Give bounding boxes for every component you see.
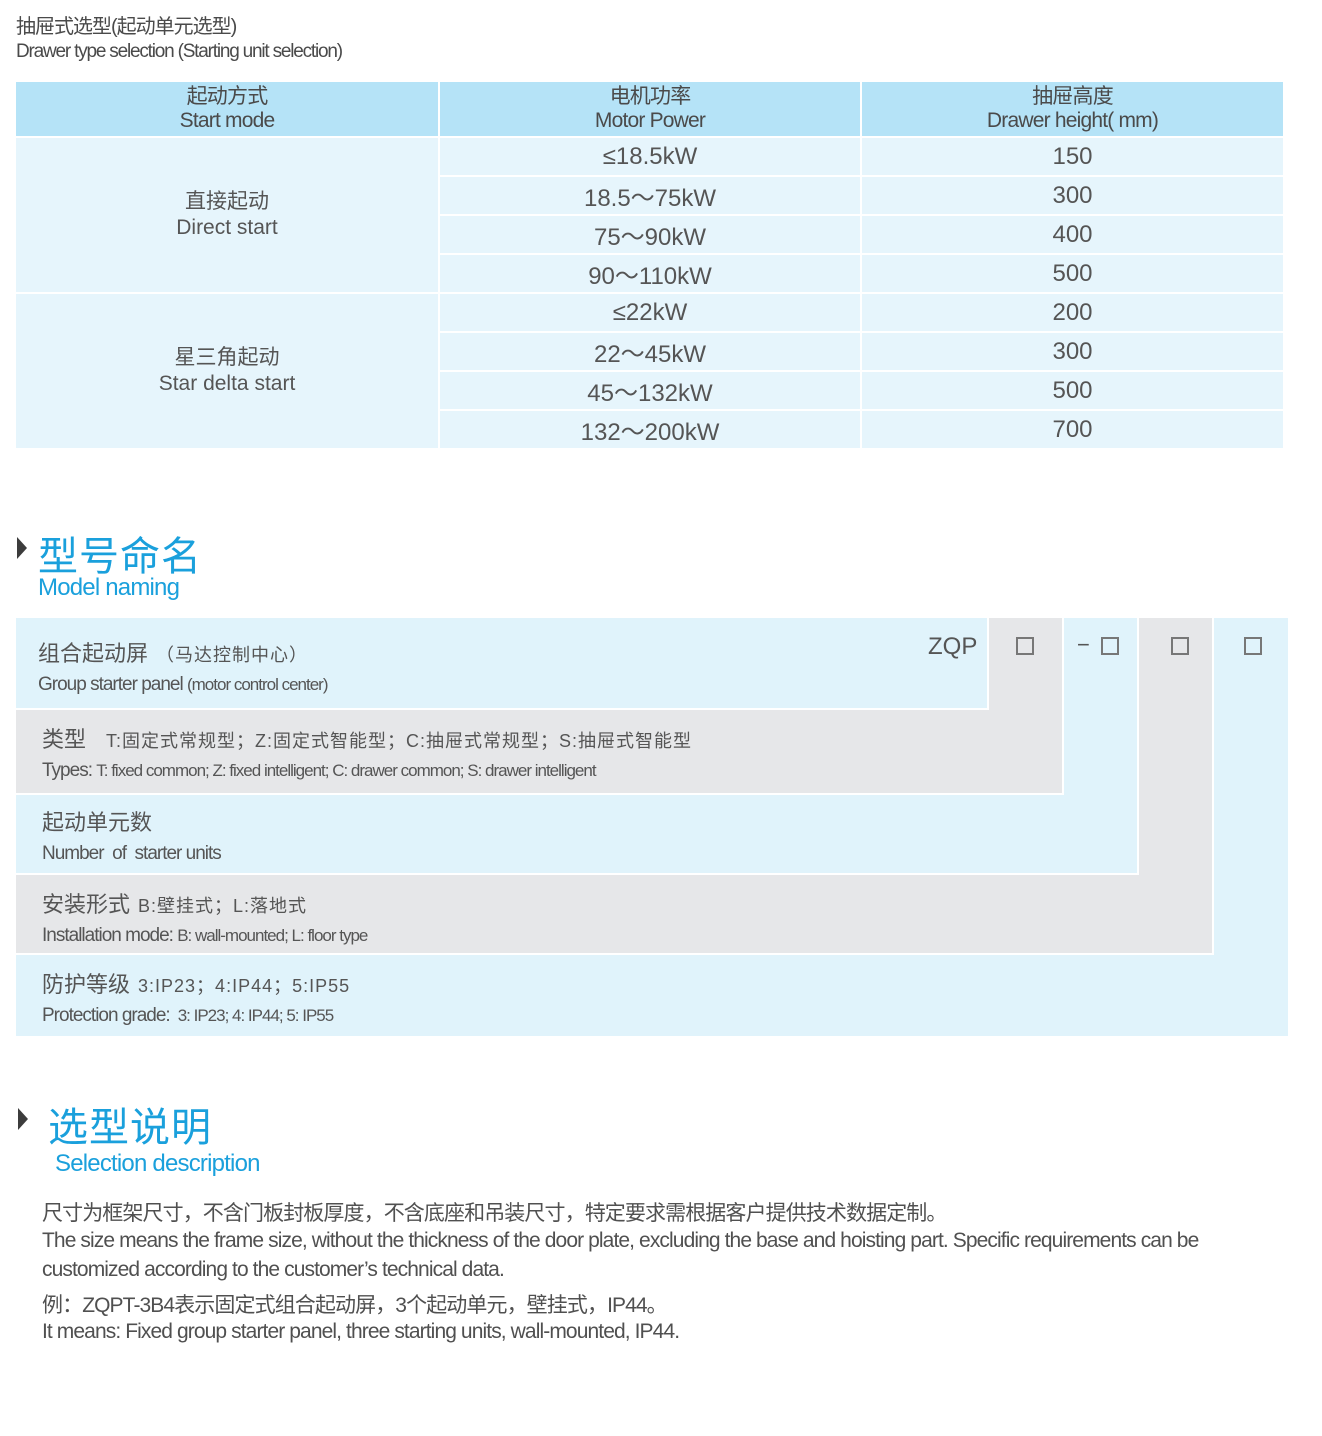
section-title-cn: 抽屉式选型(起动单元选型) [16, 16, 237, 38]
power-cell: 132～200kW [438, 409, 862, 450]
table-header: 起动方式 Start mode 电机功率 Motor Power 抽屉高度 Drawe… [16, 80, 1285, 138]
power-cell: 75～90kW [438, 214, 862, 255]
model-prefix: ZQP [928, 633, 978, 660]
height-cell: 400 [860, 214, 1285, 255]
protection-placeholder-box-icon [1244, 637, 1262, 655]
model-title-en: Model naming [38, 574, 180, 601]
height-cell: 300 [860, 175, 1285, 216]
height-cell: 700 [860, 409, 1285, 450]
table-row: 直接起动 Direct start ≤18.5kW 150 [16, 136, 1285, 294]
desc-line: The size means the frame size, without t… [42, 1229, 1199, 1252]
col-drawer-height: 抽屉高度 Drawer height( mm) [860, 80, 1285, 138]
selection-title-en: Selection description [55, 1150, 260, 1177]
height-cell: 500 [860, 253, 1285, 294]
section-arrow-icon [17, 537, 27, 559]
table-row: 22～45kW 300 [16, 331, 1285, 372]
drawer-selection-table: 起动方式 Start mode 电机功率 Motor Power 抽屉高度 Drawe… [16, 80, 1285, 450]
power-cell: ≤22kW [438, 292, 862, 333]
power-cell: ≤18.5kW [438, 136, 862, 177]
height-cell: 200 [860, 292, 1285, 333]
naming-row-protection: 防护等级 3:IP23；4:IP44；5:IP55 Protection grad… [42, 972, 351, 1026]
power-cell: 22～45kW [438, 331, 862, 372]
table-row: 132～200kW 700 [16, 409, 1285, 450]
col-start-mode: 起动方式 Start mode [16, 80, 440, 138]
height-cell: 150 [860, 136, 1285, 177]
model-title-cn: 型号命名 [38, 535, 202, 579]
naming-row-install: 安装形式 B:壁挂式；L:落地式 Installation mode: B: wa… [42, 892, 368, 946]
table-row: 75～90kW 400 [16, 214, 1285, 255]
naming-row-units: 起动单元数 Number of starter units [42, 810, 222, 864]
desc-line: It means: Fixed group starter panel, thr… [42, 1320, 680, 1343]
type-placeholder-box-icon [1016, 637, 1034, 655]
power-cell: 45～132kW [438, 370, 862, 411]
start-mode-cell: 直接起动 Direct start [16, 136, 440, 294]
power-cell: 90～110kW [438, 253, 862, 294]
install-placeholder-box-icon [1171, 637, 1189, 655]
height-cell: 300 [860, 331, 1285, 372]
naming-row-panel: 组合起动屏 （马达控制中心） Group starter panel (motor… [38, 641, 328, 695]
start-mode-cell: 星三角起动 Star delta start [16, 292, 440, 450]
section-arrow-icon [18, 1108, 28, 1130]
selection-title-cn: 选型说明 [48, 1106, 212, 1150]
desc-line: 例：ZQPT-3B4表示固定式组合起动屏，3个起动单元，壁挂式，IP44。 [42, 1294, 668, 1317]
model-dash: − [1077, 632, 1090, 657]
col-motor-power: 电机功率 Motor Power [438, 80, 862, 138]
table-row: 18.5～75kW 300 [16, 175, 1285, 216]
naming-layer-1 [16, 618, 989, 710]
height-cell: 500 [860, 370, 1285, 411]
naming-row-type: 类型 T:固定式常规型；Z:固定式智能型；C:抽屉式常规型；S:抽屉式智能型 Ty… [42, 727, 693, 781]
units-placeholder-box-icon [1101, 637, 1119, 655]
table-row: 星三角起动 Star delta start ≤22kW 200 [16, 292, 1285, 450]
desc-line: 尺寸为框架尺寸，不含门板封板厚度，不含底座和吊装尺寸，特定要求需根据客户提供技术… [42, 1202, 947, 1225]
table-row: 45～132kW 500 [16, 370, 1285, 411]
power-cell: 18.5～75kW [438, 175, 862, 216]
table-row: 90～110kW 500 [16, 253, 1285, 294]
section-title-en: Drawer type selection (Starting unit sel… [16, 41, 343, 62]
desc-line: customized according to the customer’s t… [42, 1258, 505, 1281]
